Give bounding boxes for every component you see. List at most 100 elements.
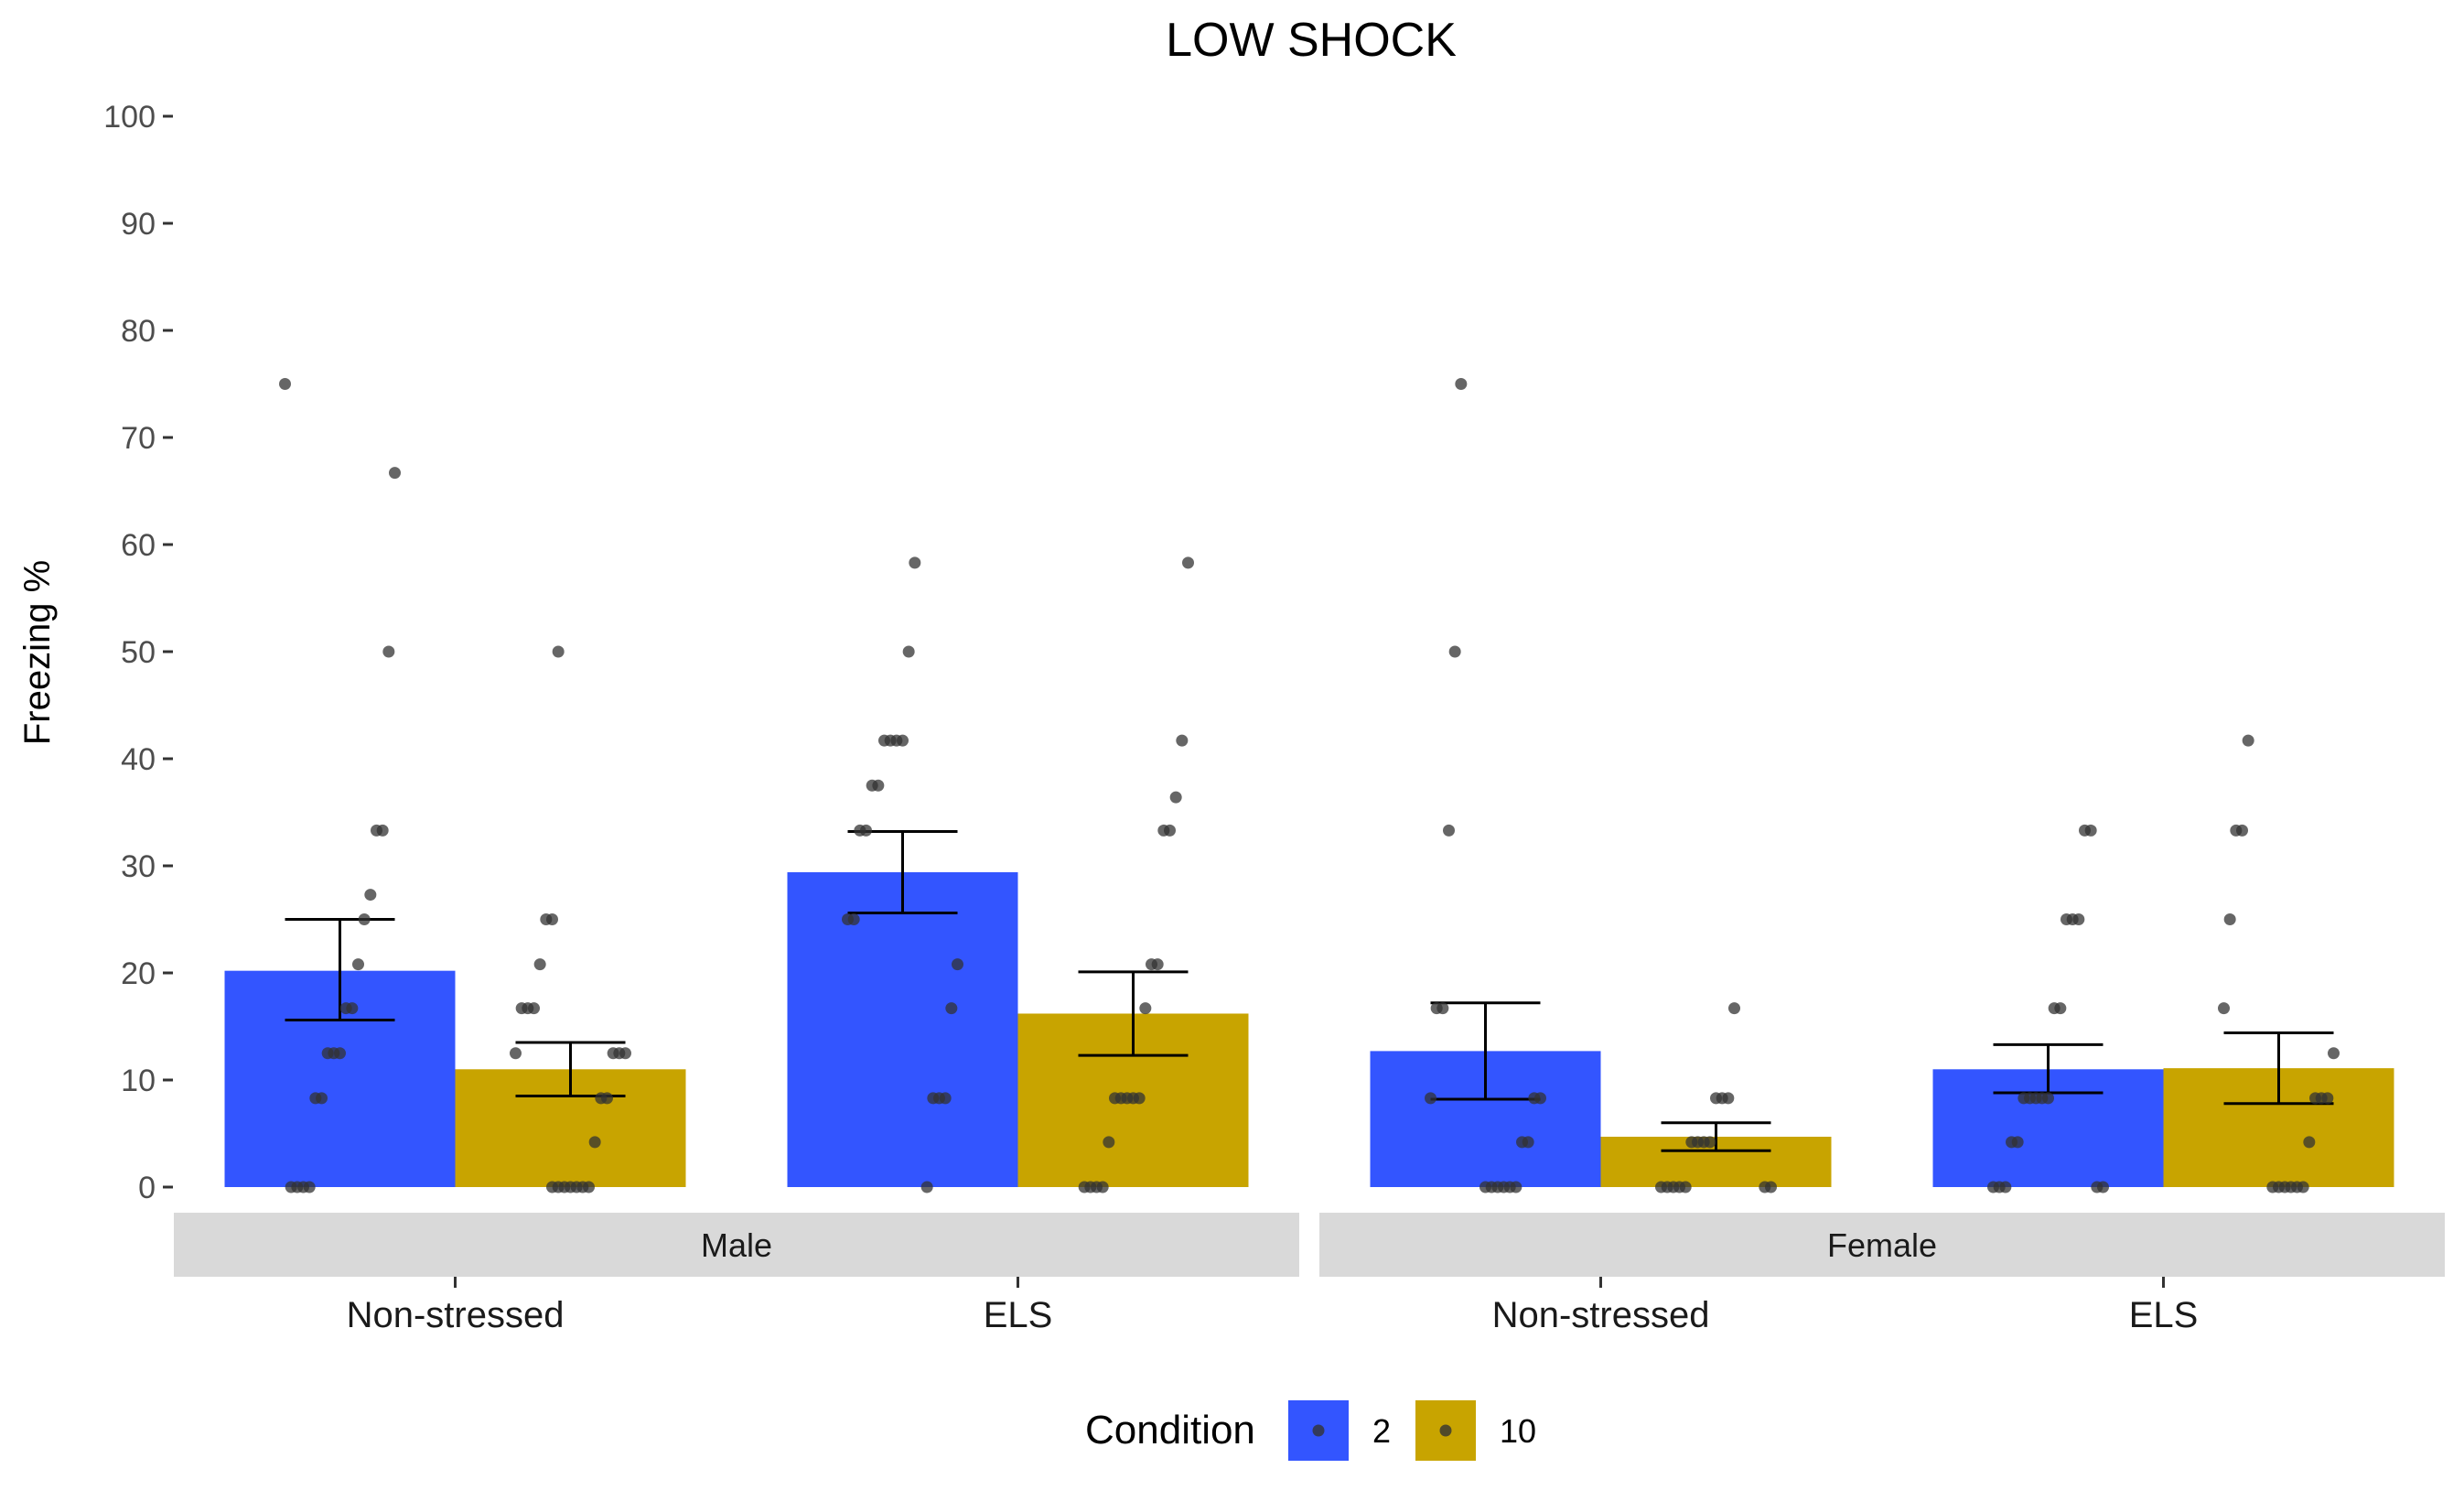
data-point (389, 467, 401, 480)
data-point (1759, 1181, 1771, 1193)
data-point (1710, 1092, 1722, 1105)
panel-male: Non-stressed ELS Male (174, 378, 1299, 1335)
data-point (595, 1092, 608, 1105)
data-point (2328, 1047, 2340, 1060)
data-point (952, 958, 963, 971)
y-axis: 0 10 20 30 40 50 60 70 80 90 100 (103, 100, 173, 1205)
y-tick-label: 20 (121, 956, 156, 991)
y-tick-label: 50 (121, 635, 156, 670)
error-bar (1078, 970, 1189, 1057)
data-point (607, 1047, 619, 1060)
data-point (2230, 824, 2243, 837)
data-point (546, 1181, 558, 1193)
data-point (878, 734, 890, 747)
data-point (1103, 1136, 1115, 1149)
data-point (1448, 645, 1461, 658)
data-point (1479, 1181, 1491, 1193)
y-tick-label: 40 (121, 742, 156, 777)
data-point (1728, 1002, 1740, 1015)
facet-strip-label: Female (1827, 1226, 1937, 1264)
data-point (382, 645, 395, 658)
data-point (2218, 1002, 2230, 1015)
data-point (2017, 1092, 2030, 1105)
data-point (2303, 1136, 2316, 1149)
panel-female: Non-stressed ELS Female (1319, 378, 2445, 1335)
data-point (866, 779, 878, 792)
data-point (1425, 1092, 1436, 1105)
facet-strip-female (1319, 1213, 2445, 1277)
data-point (927, 1092, 940, 1105)
data-point (1109, 1092, 1121, 1105)
data-point (515, 1002, 528, 1015)
facet-strip-label: Male (701, 1226, 772, 1264)
legend-key-10-point (1439, 1424, 1452, 1437)
data-point (285, 1181, 297, 1193)
legend-key-2-point (1312, 1424, 1325, 1437)
data-point (1139, 1002, 1152, 1015)
legend-title: Condition (1085, 1408, 1255, 1452)
data-point (902, 645, 915, 658)
data-point (1176, 734, 1189, 747)
data-point (854, 824, 866, 837)
data-point (920, 1181, 933, 1193)
y-tick-label: 30 (121, 849, 156, 884)
x-tick-label: ELS (984, 1295, 1053, 1335)
y-tick-label: 80 (121, 314, 156, 349)
y-tick-label: 10 (121, 1064, 156, 1098)
data-point (1157, 824, 1170, 837)
data-point (1078, 1181, 1091, 1193)
data-point (909, 556, 921, 569)
data-point (321, 1047, 334, 1060)
bar-male-els-2 (787, 872, 1018, 1187)
data-point (1146, 958, 1157, 971)
data-point (945, 1002, 958, 1015)
data-point (2079, 824, 2091, 837)
data-point (309, 1092, 322, 1105)
data-point (1528, 1092, 1541, 1105)
data-point (510, 1047, 522, 1060)
y-tick-label: 100 (103, 100, 156, 135)
legend: Condition 2 10 (1085, 1400, 1536, 1461)
data-point (540, 913, 553, 925)
data-point (2091, 1181, 2104, 1193)
chart-title: LOW SHOCK (1166, 14, 1457, 67)
data-point (1430, 1002, 1443, 1015)
legend-label-2: 2 (1372, 1412, 1391, 1450)
data-point (364, 889, 377, 902)
data-point (2309, 1092, 2321, 1105)
error-bar (1430, 1001, 1541, 1101)
y-tick-label: 60 (121, 528, 156, 563)
data-point (1655, 1181, 1667, 1193)
x-tick-label: ELS (2129, 1295, 2199, 1335)
data-point (339, 1002, 352, 1015)
data-point (842, 913, 854, 925)
y-tick-label: 0 (138, 1171, 156, 1205)
y-tick-label: 70 (121, 421, 156, 456)
data-point (2223, 913, 2236, 925)
data-point (1455, 378, 1468, 390)
data-point (1443, 824, 1455, 837)
data-point (588, 1136, 601, 1149)
facet-strip-male (174, 1213, 1299, 1277)
data-point (358, 913, 371, 925)
data-point (1516, 1136, 1528, 1149)
data-point (533, 958, 546, 971)
data-point (2266, 1181, 2279, 1193)
data-point (2242, 734, 2254, 747)
data-point (1685, 1136, 1698, 1149)
y-axis-label: Freezing % (17, 560, 58, 745)
error-bar (1661, 1121, 1771, 1152)
y-tick-label: 90 (121, 207, 156, 242)
data-point (2061, 913, 2072, 925)
legend-label-10: 10 (1500, 1412, 1536, 1450)
data-point (1182, 556, 1194, 569)
error-bar (285, 918, 395, 1021)
x-tick-label: Non-stressed (347, 1295, 565, 1335)
data-point (2048, 1002, 2061, 1015)
data-point (352, 958, 364, 971)
data-point (2006, 1136, 2017, 1149)
plot-panels: Non-stressed ELS Male Non-stressed ELS Female (174, 378, 2445, 1335)
data-point (279, 378, 291, 390)
data-point (371, 824, 382, 837)
